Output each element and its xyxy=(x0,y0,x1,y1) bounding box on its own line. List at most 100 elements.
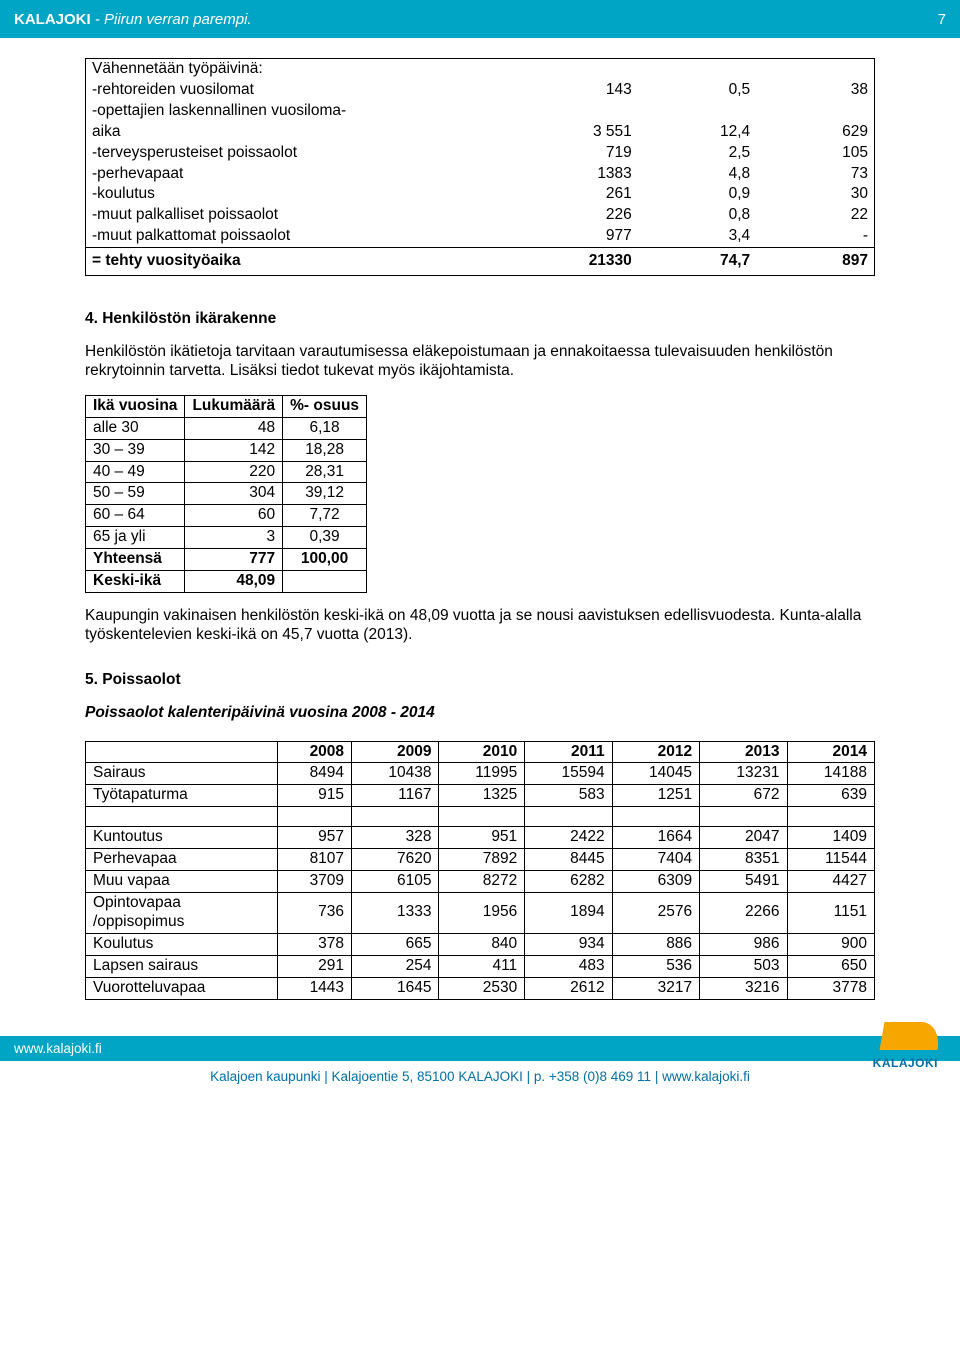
age-count: 3 xyxy=(185,527,283,549)
row-val-c: 22 xyxy=(756,205,874,226)
table-row: -muut palkalliset poissaolot2260,822 xyxy=(86,205,875,226)
row-label: Koulutus xyxy=(86,933,278,955)
row-label: Muu vapaa xyxy=(86,871,278,893)
row-val: 536 xyxy=(612,955,699,977)
row-val-c: - xyxy=(756,226,874,247)
row-val-b: 4,8 xyxy=(638,164,756,185)
row-label: Opintovapaa/oppisopimus xyxy=(86,893,278,934)
row-val: 14188 xyxy=(787,763,875,785)
row-val: 8351 xyxy=(700,849,787,871)
year-header: 2010 xyxy=(439,741,525,763)
t2-h3: %- osuus xyxy=(283,395,367,417)
row-val-b: 0,9 xyxy=(638,184,756,205)
row-val: 2576 xyxy=(612,893,699,934)
row-val: 503 xyxy=(700,955,787,977)
row-label: -muut palkattomat poissaolot xyxy=(86,226,512,247)
summary-row: Yhteensä777100,00 xyxy=(86,549,367,571)
year-header: 2008 xyxy=(277,741,351,763)
row-label: Vuorotteluvapaa xyxy=(86,977,278,999)
row-val: 886 xyxy=(612,933,699,955)
age-pct: 7,72 xyxy=(283,505,367,527)
row-val: 2422 xyxy=(525,827,612,849)
row-val-a: 3 551 xyxy=(512,122,638,143)
table-row: Muu vapaa3709610582726282630954914427 xyxy=(86,871,875,893)
table-row: alle 30486,18 xyxy=(86,417,367,439)
footer-url: www.kalajoki.fi xyxy=(14,1041,102,1056)
age-range: 65 ja yli xyxy=(86,527,185,549)
row-label: Työtapaturma xyxy=(86,785,278,807)
row-val: 951 xyxy=(439,827,525,849)
section-5-heading: 5. Poissaolot xyxy=(85,671,875,690)
row-val: 8494 xyxy=(277,763,351,785)
row-label: -opettajien laskennallinen vuosiloma- xyxy=(86,101,512,122)
row-val: 1151 xyxy=(787,893,875,934)
age-pct: 18,28 xyxy=(283,439,367,461)
age-pct: 6,18 xyxy=(283,417,367,439)
row-val: 1333 xyxy=(352,893,439,934)
row-val: 8272 xyxy=(439,871,525,893)
row-val: 1645 xyxy=(352,977,439,999)
row-val: 378 xyxy=(277,933,351,955)
row-label: -terveysperusteiset poissaolot xyxy=(86,143,512,164)
age-count: 304 xyxy=(185,483,283,505)
row-val: 915 xyxy=(277,785,351,807)
row-val: 1409 xyxy=(787,827,875,849)
row-label: aika xyxy=(86,122,512,143)
age-count: 48 xyxy=(185,417,283,439)
age-count: 142 xyxy=(185,439,283,461)
table-row: -perhevapaat13834,873 xyxy=(86,164,875,185)
table-row: -terveysperusteiset poissaolot7192,5105 xyxy=(86,143,875,164)
row-label: -perhevapaat xyxy=(86,164,512,185)
summary-label: Yhteensä xyxy=(86,549,185,571)
total-b: 74,7 xyxy=(638,248,756,276)
table-row: Perhevapaa81077620789284457404835111544 xyxy=(86,849,875,871)
row-val: 957 xyxy=(277,827,351,849)
row-val: 5491 xyxy=(700,871,787,893)
row-label: -muut palkalliset poissaolot xyxy=(86,205,512,226)
summary-val: 777 xyxy=(185,549,283,571)
table-row: Vuorotteluvapaa1443164525302612321732163… xyxy=(86,977,875,999)
table-row: aika3 55112,4629 xyxy=(86,122,875,143)
row-val: 6309 xyxy=(612,871,699,893)
row-val: 1664 xyxy=(612,827,699,849)
table-row: Vähennetään työpäivinä: xyxy=(86,59,875,80)
row-val-a: 261 xyxy=(512,184,638,205)
summary-pct xyxy=(283,571,367,593)
table-row: 30 – 3914218,28 xyxy=(86,439,367,461)
work-time-table: Vähennetään työpäivinä:-rehtoreiden vuos… xyxy=(85,58,875,276)
absence-table: 2008200920102011201220132014 Sairaus8494… xyxy=(85,741,875,1000)
summary-label: Keski-ikä xyxy=(86,571,185,593)
row-val: 1443 xyxy=(277,977,351,999)
row-val: 3709 xyxy=(277,871,351,893)
section-4-para: Henkilöstön ikätietoja tarvitaan varautu… xyxy=(85,343,875,381)
age-pct: 0,39 xyxy=(283,527,367,549)
row-val-b: 2,5 xyxy=(638,143,756,164)
table-row: -muut palkattomat poissaolot9773,4- xyxy=(86,226,875,247)
row-val: 7404 xyxy=(612,849,699,871)
row-val: 7892 xyxy=(439,849,525,871)
kalajoki-logo: KALAJOKI xyxy=(868,996,942,1076)
row-val: 650 xyxy=(787,955,875,977)
table-row: Koulutus378665840934886986900 xyxy=(86,933,875,955)
summary-pct: 100,00 xyxy=(283,549,367,571)
row-val-c: 105 xyxy=(756,143,874,164)
row-val: 1956 xyxy=(439,893,525,934)
age-structure-table: Ikä vuosina Lukumäärä %- osuus alle 3048… xyxy=(85,395,367,593)
row-val-c xyxy=(756,101,874,122)
row-val-c xyxy=(756,59,874,80)
row-val-b xyxy=(638,101,756,122)
row-val: 4427 xyxy=(787,871,875,893)
t2-h1: Ikä vuosina xyxy=(86,395,185,417)
age-pct: 39,12 xyxy=(283,483,367,505)
year-header: 2014 xyxy=(787,741,875,763)
row-val: 291 xyxy=(277,955,351,977)
year-header: 2009 xyxy=(352,741,439,763)
table-row: 40 – 4922028,31 xyxy=(86,461,367,483)
row-val: 1167 xyxy=(352,785,439,807)
row-val: 1325 xyxy=(439,785,525,807)
age-range: 30 – 39 xyxy=(86,439,185,461)
row-val-b: 12,4 xyxy=(638,122,756,143)
row-val: 934 xyxy=(525,933,612,955)
header-brand: KALAJOKI - Piirun verran parempi. xyxy=(14,11,252,28)
row-val: 8107 xyxy=(277,849,351,871)
